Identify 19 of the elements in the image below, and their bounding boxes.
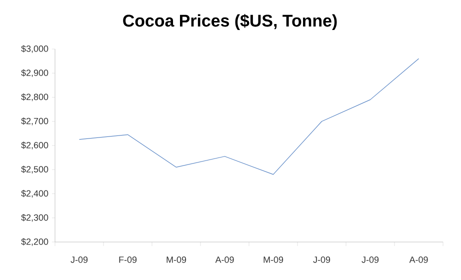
x-tick-label: M-09 xyxy=(166,256,186,263)
line-series xyxy=(78,58,420,175)
x-tick-label: J-09 xyxy=(70,256,88,263)
x-tick-label: M-09 xyxy=(264,256,284,263)
y-tick-label: $2,300 xyxy=(21,214,48,222)
chart-title: Cocoa Prices ($US, Tonne) xyxy=(123,14,337,30)
x-tick-label: A-09 xyxy=(409,256,428,263)
y-tick-label: $2,600 xyxy=(21,142,48,150)
x-tick-label: A-09 xyxy=(215,256,234,263)
x-tick-label: J-09 xyxy=(362,256,379,263)
x-tick-label: J-09 xyxy=(313,256,330,263)
x-tick-label: F-09 xyxy=(119,256,137,263)
y-tick-label: $2,700 xyxy=(21,117,48,126)
y-tick-label: $2,500 xyxy=(21,166,48,174)
y-tick-label: $2,900 xyxy=(21,69,48,78)
y-tick-label: $2,400 xyxy=(21,190,48,198)
y-tick-label: $3,000 xyxy=(21,45,48,53)
y-tick-label: $2,800 xyxy=(21,93,48,102)
y-tick-label: $2,200 xyxy=(21,238,48,246)
